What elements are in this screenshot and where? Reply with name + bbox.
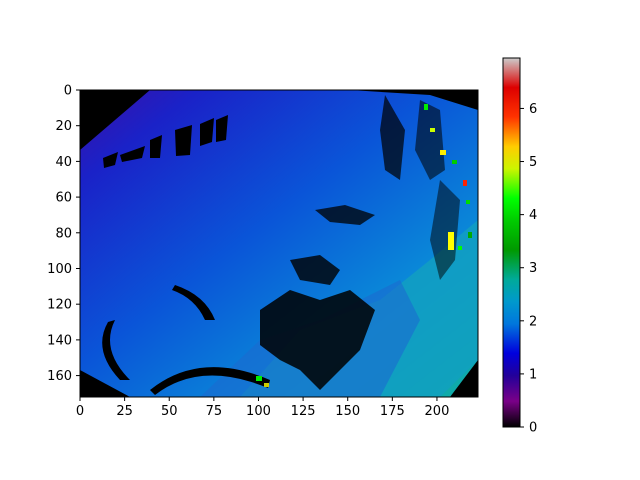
- x-tick-label: 75: [206, 404, 223, 419]
- y-tick-label: 60: [55, 191, 72, 206]
- colorbar-tick-label: 4: [529, 208, 537, 223]
- plot-frame: [79, 89, 479, 398]
- colorbar-tick-label: 1: [529, 367, 537, 382]
- x-tick-label: 100: [246, 404, 271, 419]
- y-tick-label: 80: [55, 226, 72, 241]
- colorbar-tick-label: 6: [529, 102, 537, 117]
- x-tick-label: 0: [76, 404, 84, 419]
- x-tick-label: 25: [116, 404, 133, 419]
- x-tick-label: 150: [335, 404, 360, 419]
- colorbar-tick-label: 3: [529, 261, 537, 276]
- colorbar-axis: 0 1 2 3 4 5 6: [520, 102, 537, 436]
- y-tick-label: 140: [47, 333, 72, 348]
- y-tick-label: 160: [47, 369, 72, 384]
- y-tick-label: 120: [47, 298, 72, 313]
- y-tick-label: 40: [55, 155, 72, 170]
- colorbar-tick-label: 2: [529, 314, 537, 329]
- colorbar-tick-label: 5: [529, 155, 537, 170]
- y-tick-label: 100: [47, 262, 72, 277]
- colorbar: [503, 58, 520, 427]
- colorbar-tick-label: 0: [529, 421, 537, 436]
- colorbar-frame: [502, 57, 521, 428]
- y-tick-label: 20: [55, 119, 72, 134]
- y-axis: 0 20 40 60 80 100 120 140 160: [47, 84, 80, 384]
- y-tick-label: 0: [64, 84, 72, 99]
- x-tick-label: 200: [425, 404, 450, 419]
- x-tick-label: 50: [161, 404, 178, 419]
- x-tick-label: 175: [380, 404, 405, 419]
- heatmap-image: [80, 90, 478, 397]
- x-tick-label: 125: [291, 404, 316, 419]
- x-axis: 0 25 50 75 100 125 150 175 200: [76, 397, 450, 419]
